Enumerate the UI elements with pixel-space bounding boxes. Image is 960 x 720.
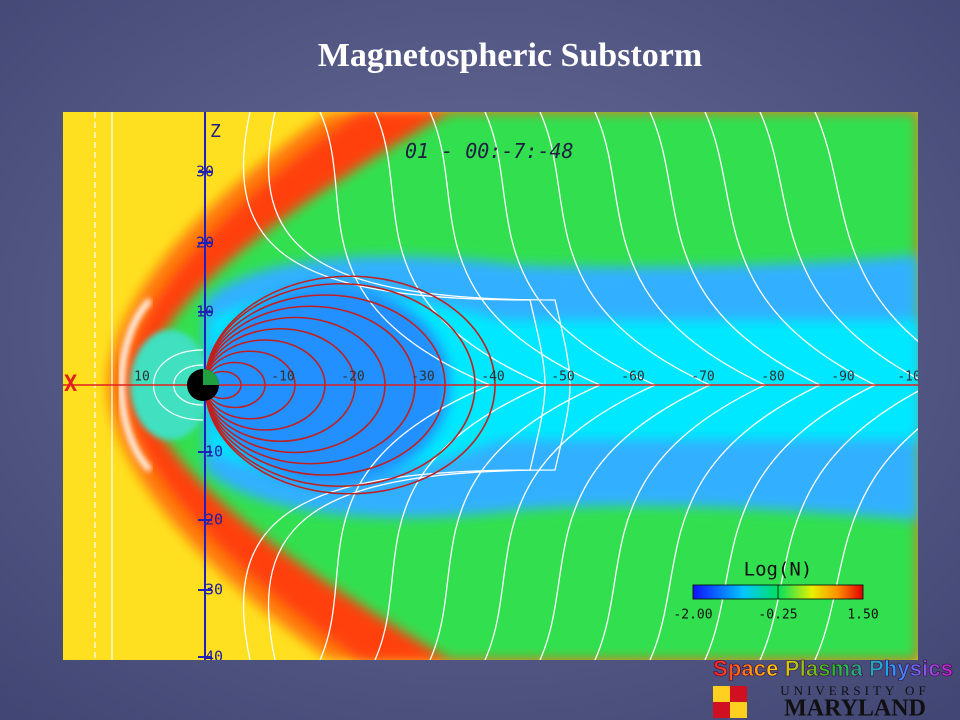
x-tick-label: 10 <box>134 370 150 385</box>
x-tick-label: -100 <box>897 370 928 385</box>
x-tick-label: -30 <box>411 370 434 385</box>
z-tick-label: -20 <box>196 511 223 529</box>
x-tick-label: -80 <box>761 370 784 385</box>
x-tick-label: -70 <box>691 370 714 385</box>
x-tick-label: -40 <box>481 370 504 385</box>
university-name: MARYLAND <box>784 696 926 720</box>
z-tick-label: -40 <box>196 648 223 666</box>
x-tick-label: -90 <box>831 370 854 385</box>
timestamp: 01 - 00:-7:-48 <box>405 139 574 163</box>
x-tick-label: -50 <box>551 370 574 385</box>
z-tick-label: -10 <box>196 443 223 461</box>
z-tick-label: 30 <box>196 163 214 181</box>
flag-quarter <box>730 702 747 718</box>
slide-title: Magnetospheric Substorm <box>318 37 702 74</box>
tick-labels: 10 -10 -20 -30 -40 -50 -60 -70 -80 -90 -100 30 20 10 -… <box>134 163 928 666</box>
x-axis-label: X <box>64 372 77 397</box>
university-line: UNIVERSITY OF <box>780 683 929 698</box>
field-line <box>814 112 918 660</box>
group-name: Space Plasma Physics <box>713 656 953 681</box>
colorbar-label: -2.00 <box>673 608 712 623</box>
x-tick-label: -60 <box>621 370 644 385</box>
earth-dayside <box>203 369 219 385</box>
z-axis-label: Z <box>210 121 221 142</box>
logo: Space Plasma Physics UNIVERSITY OF MARYL… <box>713 656 954 720</box>
z-tick-label: 10 <box>196 303 214 321</box>
colorbar-label: 1.50 <box>847 608 878 623</box>
flag-quarter <box>713 686 730 702</box>
colorbar-label: -0.25 <box>758 608 797 623</box>
z-tick-label: -30 <box>196 581 223 599</box>
z-tick-label: 20 <box>196 234 214 252</box>
x-tick-label: -10 <box>271 370 294 385</box>
field-line <box>759 112 918 660</box>
simulation-plot: 10 -10 -20 -30 -40 -50 -60 -70 -80 -90 -100 30 20 10 -… <box>63 112 928 666</box>
x-tick-label: -20 <box>341 370 364 385</box>
colorbar-title: Log(N) <box>744 559 813 581</box>
